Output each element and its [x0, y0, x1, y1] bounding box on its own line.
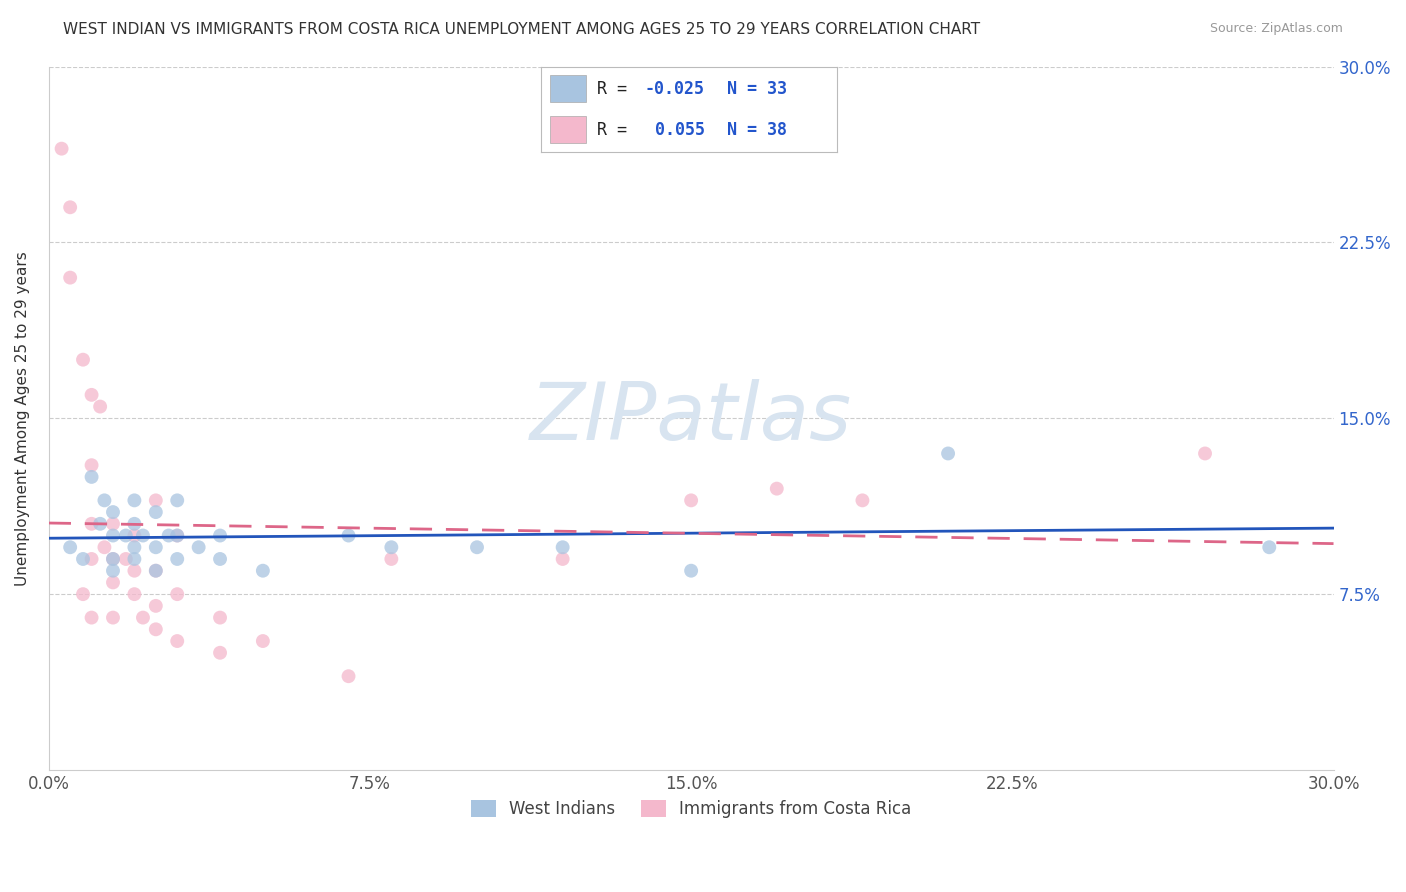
Text: Source: ZipAtlas.com: Source: ZipAtlas.com [1209, 22, 1343, 36]
Point [101, 516, 124, 531]
Point [80, 610, 103, 624]
Point [145, 564, 167, 578]
Point [166, 528, 188, 542]
Text: -0.025: -0.025 [645, 80, 704, 98]
Point [145, 599, 167, 613]
Point [166, 552, 188, 566]
Point [72, 587, 94, 601]
Point [145, 564, 167, 578]
Point [59, 270, 82, 285]
Point [145, 493, 167, 508]
Point [59, 541, 82, 555]
Point [80, 470, 103, 484]
FancyBboxPatch shape [550, 76, 586, 103]
Point [209, 528, 232, 542]
Point [101, 610, 124, 624]
Point [765, 482, 787, 496]
Point [1194, 446, 1216, 460]
Point [101, 505, 124, 519]
Text: WEST INDIAN VS IMMIGRANTS FROM COSTA RICA UNEMPLOYMENT AMONG AGES 25 TO 29 YEARS: WEST INDIAN VS IMMIGRANTS FROM COSTA RIC… [63, 22, 980, 37]
Point [851, 493, 873, 508]
Point [101, 552, 124, 566]
Point [72, 352, 94, 367]
Point [124, 564, 146, 578]
Point [124, 587, 146, 601]
Point [101, 528, 124, 542]
Point [93, 493, 115, 508]
Point [51, 142, 73, 156]
Point [337, 528, 360, 542]
Point [114, 528, 136, 542]
Legend: West Indians, Immigrants from Costa Rica: West Indians, Immigrants from Costa Rica [464, 794, 918, 825]
Point [124, 516, 146, 531]
Point [101, 575, 124, 590]
Y-axis label: Unemployment Among Ages 25 to 29 years: Unemployment Among Ages 25 to 29 years [15, 251, 30, 586]
Point [681, 493, 703, 508]
Point [145, 505, 167, 519]
Point [80, 516, 103, 531]
Text: N = 38: N = 38 [727, 120, 787, 138]
Point [166, 493, 188, 508]
Point [380, 541, 402, 555]
Point [72, 552, 94, 566]
Point [114, 552, 136, 566]
Point [1258, 541, 1281, 555]
Point [209, 646, 232, 660]
Point [80, 388, 103, 402]
Point [166, 528, 188, 542]
Point [132, 528, 155, 542]
Point [89, 516, 111, 531]
Point [465, 541, 488, 555]
FancyBboxPatch shape [550, 116, 586, 143]
Point [337, 669, 360, 683]
Point [145, 541, 167, 555]
Text: N = 33: N = 33 [727, 80, 787, 98]
Point [93, 541, 115, 555]
Text: ZIPatlas: ZIPatlas [530, 379, 852, 458]
Point [145, 623, 167, 637]
Text: R =: R = [598, 120, 647, 138]
Point [101, 564, 124, 578]
Point [209, 552, 232, 566]
Point [936, 446, 959, 460]
Point [124, 541, 146, 555]
Point [252, 564, 274, 578]
Point [187, 541, 209, 555]
Point [551, 541, 574, 555]
Point [80, 552, 103, 566]
Point [124, 552, 146, 566]
Text: R =: R = [598, 80, 637, 98]
Point [124, 528, 146, 542]
Point [166, 587, 188, 601]
Point [380, 552, 402, 566]
Point [89, 400, 111, 414]
Point [59, 200, 82, 214]
Point [209, 610, 232, 624]
Point [101, 552, 124, 566]
Point [157, 528, 180, 542]
Point [166, 634, 188, 648]
Point [681, 564, 703, 578]
Text: 0.055: 0.055 [645, 120, 704, 138]
Point [252, 634, 274, 648]
Point [551, 552, 574, 566]
Point [124, 493, 146, 508]
Point [132, 610, 155, 624]
Point [80, 458, 103, 473]
